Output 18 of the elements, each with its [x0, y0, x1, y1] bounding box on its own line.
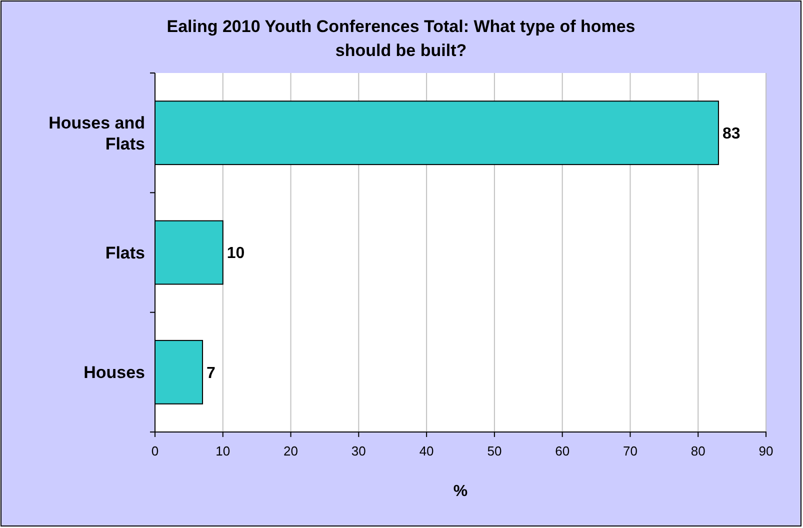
- x-tick-label: 50: [487, 444, 502, 459]
- x-tick-label: 90: [758, 444, 774, 459]
- x-tick-label: 60: [555, 444, 570, 459]
- x-axis-title: %: [453, 483, 468, 500]
- x-tick-label: 20: [284, 444, 298, 459]
- x-tick-label: 80: [690, 444, 706, 459]
- data-label: 10: [226, 245, 245, 262]
- x-tick-label: 10: [216, 444, 230, 459]
- x-tick-label: 40: [419, 444, 434, 459]
- chart-title: Ealing 2010 Youth Conferences Total: What type of homes should be built?: [166, 17, 636, 60]
- data-label: 83: [722, 125, 740, 142]
- data-label: 7: [206, 364, 216, 382]
- y-tick-label: Houses and Flats: [48, 113, 145, 154]
- y-tick-label: Flats: [105, 244, 145, 262]
- x-tick-label: 30: [351, 444, 366, 459]
- x-tick-label: 70: [622, 444, 638, 459]
- x-tick-label: 0: [151, 444, 159, 459]
- y-tick-label: Houses: [84, 363, 145, 382]
